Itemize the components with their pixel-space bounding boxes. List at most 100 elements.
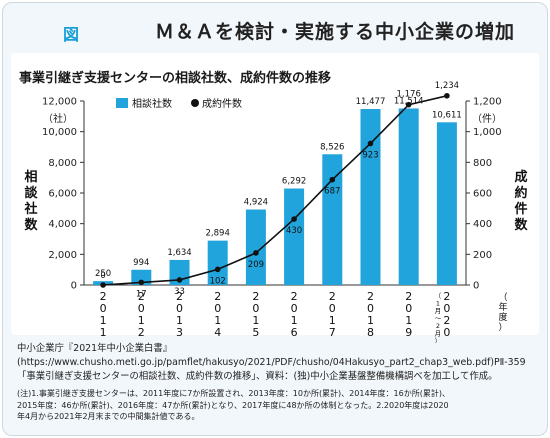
bar-value-label: 1,634 bbox=[167, 248, 191, 258]
x-tick-label-char: 1 bbox=[176, 314, 183, 327]
bar-value-label: 4,924 bbox=[244, 197, 268, 207]
x-tick-label-char: 0 bbox=[329, 302, 336, 315]
x-tick-label-char: 0 bbox=[443, 326, 450, 339]
bar-consultations bbox=[322, 154, 343, 285]
x-tick-label-char: 1 bbox=[214, 314, 221, 327]
left-tick-label: 8,000 bbox=[48, 158, 77, 169]
x-tick-label-char: 0 bbox=[443, 302, 450, 315]
legend-label-consultations: 相談社数 bbox=[132, 97, 172, 110]
x-tick-label-char: 1 bbox=[367, 314, 374, 327]
right-axis-label-char: 成 bbox=[514, 169, 527, 185]
x-tick-label-char: 0 bbox=[405, 302, 412, 315]
x-tick-label-char: 7 bbox=[329, 326, 336, 339]
figure-title: Ｍ＆Ａを検討・実施する中小企業の増加 bbox=[155, 21, 516, 43]
x-tick-label-char: 2 bbox=[405, 290, 412, 303]
line-value-label: 430 bbox=[286, 226, 302, 236]
line-value-label: 17 bbox=[136, 289, 147, 299]
left-tick-label: 12,000 bbox=[42, 97, 77, 108]
left-tick-label: 4,000 bbox=[48, 219, 77, 230]
line-value-label: 923 bbox=[362, 150, 378, 160]
source-caption: 中小企業庁『2021年中小企業白書』(https://www.chusho.me… bbox=[17, 343, 526, 382]
left-axis-label-char: 談 bbox=[24, 185, 38, 201]
notes-block: (注)1.事業引継ぎ支援センターは、2011年度に7か所設置され、2013年度：… bbox=[17, 388, 539, 423]
line-point-contracts bbox=[176, 277, 183, 283]
bar-value-label: 2,894 bbox=[206, 229, 230, 239]
x-tick-note-char: 月 bbox=[435, 330, 442, 338]
x-unit-char: （ bbox=[498, 292, 507, 303]
x-tick-label-char: 1 bbox=[329, 314, 336, 327]
line-value-label: 687 bbox=[324, 187, 340, 197]
right-tick-label: 1,000 bbox=[473, 127, 502, 138]
line-value-label: 33 bbox=[174, 287, 185, 297]
x-tick-note-char: 月 bbox=[435, 307, 442, 315]
figure-label: 図 bbox=[63, 25, 80, 44]
right-axis-label-char: 数 bbox=[514, 217, 528, 233]
x-tick-note-char: 2 bbox=[436, 322, 440, 330]
left-tick-label: 6,000 bbox=[48, 189, 77, 200]
bar-value-label: 8,526 bbox=[320, 142, 344, 152]
x-tick-label-char: 1 bbox=[100, 326, 107, 339]
right-tick-label: 600 bbox=[473, 189, 492, 200]
line-value-label: 0 bbox=[100, 271, 105, 281]
x-tick-label-char: 1 bbox=[252, 314, 259, 327]
x-unit-char: 度 bbox=[498, 311, 507, 323]
right-axis-label-char: 件 bbox=[514, 201, 527, 217]
x-tick-label-char: 1 bbox=[291, 314, 298, 327]
x-tick-note-char: 〜 bbox=[435, 315, 442, 323]
bar-value-label: 10,611 bbox=[432, 110, 462, 120]
bar-value-label: 994 bbox=[133, 258, 149, 268]
line-point-contracts bbox=[367, 140, 374, 147]
x-tick-label-char: 1 bbox=[405, 314, 412, 327]
line-value-label: 102 bbox=[210, 276, 226, 286]
line-value-label: 1,234 bbox=[435, 81, 459, 91]
x-tick-label-char: 8 bbox=[367, 326, 374, 339]
x-tick-label-char: 2 bbox=[291, 290, 298, 303]
left-axis-unit: （社） bbox=[43, 112, 73, 125]
x-tick-label-char: 2 bbox=[176, 290, 183, 303]
legend-label-contracts: 成約件数 bbox=[202, 97, 242, 110]
bar-value-label: 11,514 bbox=[394, 96, 424, 106]
left-tick-label: 0 bbox=[71, 281, 77, 292]
x-unit-char: ） bbox=[498, 322, 507, 333]
x-tick-label-char: 2 bbox=[138, 326, 145, 339]
x-tick-label-char: 2 bbox=[138, 290, 145, 303]
left-tick-label: 10,000 bbox=[42, 127, 77, 138]
bar-consultations bbox=[131, 269, 152, 285]
x-tick-label-char: 2 bbox=[443, 314, 450, 327]
bar-consultations bbox=[245, 209, 266, 285]
x-tick-label-char: 1 bbox=[100, 314, 107, 327]
x-tick-label-char: 0 bbox=[367, 302, 374, 315]
x-tick-label-char: 2 bbox=[443, 290, 450, 303]
bar-consultations bbox=[398, 108, 419, 286]
right-tick-label: 400 bbox=[473, 219, 492, 230]
bar-value-label: 250 bbox=[95, 269, 111, 279]
line-point-contracts bbox=[138, 279, 145, 286]
right-axis-label-char: 約 bbox=[514, 185, 527, 201]
line-contracts bbox=[103, 95, 448, 286]
left-axis-label-char: 相 bbox=[24, 169, 37, 185]
right-tick-label: 800 bbox=[473, 158, 492, 169]
x-tick-label-char: 0 bbox=[176, 302, 183, 315]
line-value-label: 209 bbox=[248, 260, 264, 270]
chart-title: 事業引継ぎ支援センターの相談社数、成約件数の推移 bbox=[19, 71, 332, 86]
line-point-contracts bbox=[214, 266, 221, 273]
x-tick-label-char: 4 bbox=[214, 326, 221, 339]
line-point-contracts bbox=[329, 176, 336, 183]
right-axis-unit: （件） bbox=[472, 113, 502, 125]
x-tick-label-char: 0 bbox=[291, 302, 298, 315]
x-tick-note-char: ） bbox=[435, 337, 442, 343]
combo-chart: 0 2,000 4,000 6,000 8,000 10,000 12,000 （社） 相談社数… bbox=[23, 81, 528, 343]
x-tick-label-char: 2 bbox=[329, 290, 336, 303]
x-tick-label-char: 2 bbox=[214, 290, 221, 303]
note-line-3: 年4月から2021年2月末までの中間集計値である。 bbox=[17, 412, 200, 421]
x-tick-label-char: 2 bbox=[367, 290, 374, 303]
right-tick-label: 0 bbox=[473, 281, 479, 292]
left-tick-label: 2,000 bbox=[48, 250, 77, 261]
note-line-2: 2015年度：46か所(累計)、2016年度：47か所(累計)となり、2017年… bbox=[17, 400, 449, 410]
bar-consultations bbox=[207, 240, 228, 285]
x-tick-label-char: 0 bbox=[138, 302, 145, 315]
line-point-contracts bbox=[100, 282, 106, 288]
line-point-contracts bbox=[405, 101, 412, 108]
bar-value-label: 6,292 bbox=[282, 177, 306, 187]
